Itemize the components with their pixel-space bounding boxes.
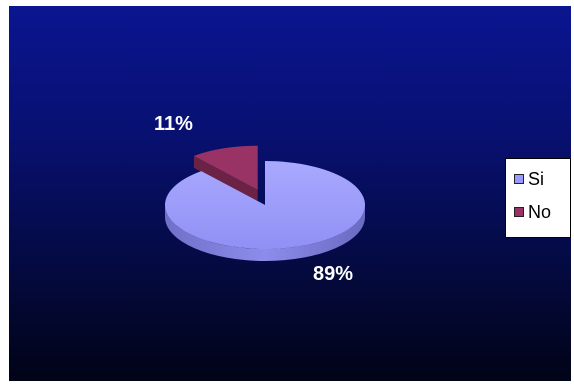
legend-swatch-no bbox=[514, 207, 524, 217]
pie-tops bbox=[164, 145, 365, 249]
pie-slice-no bbox=[193, 145, 258, 190]
legend-swatch-si bbox=[514, 174, 524, 184]
legend-item-si: Si bbox=[514, 168, 544, 190]
legend-label-si: Si bbox=[528, 168, 545, 189]
pie-rim-si-0 bbox=[165, 205, 365, 261]
legend-label-no: No bbox=[528, 201, 552, 222]
data-label-no: 11% bbox=[154, 113, 193, 135]
legend-item-no: No bbox=[514, 201, 551, 223]
pie-wall-no-start bbox=[193, 155, 258, 202]
data-label-si: 89% bbox=[313, 263, 354, 285]
pie-slice-si bbox=[164, 161, 365, 249]
chart-legend: Si No bbox=[505, 158, 571, 238]
